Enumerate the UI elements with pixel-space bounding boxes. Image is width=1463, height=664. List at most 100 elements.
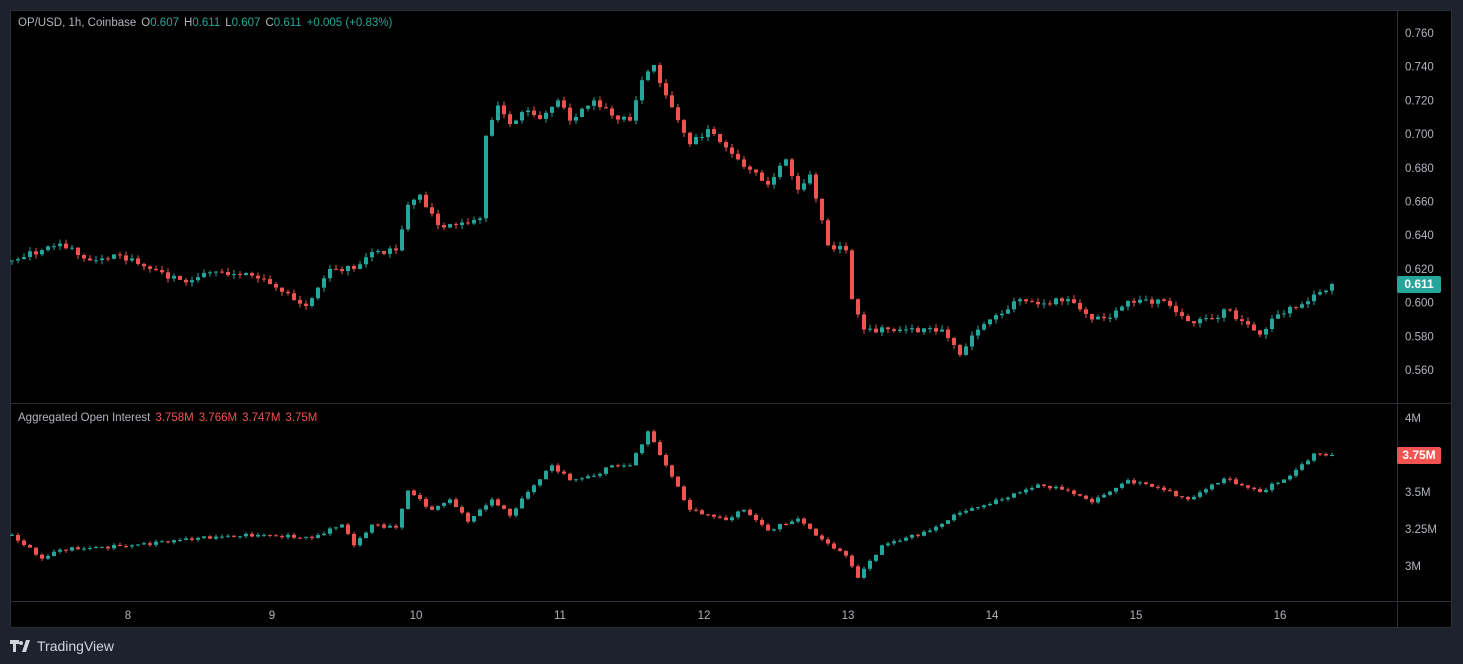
price-candle-body bbox=[514, 120, 518, 124]
price-candle-body bbox=[1138, 299, 1142, 303]
oi-title[interactable]: Aggregated Open Interest bbox=[18, 412, 151, 424]
oi-candle-body bbox=[106, 546, 110, 549]
tradingview-logo[interactable]: TradingView bbox=[10, 638, 114, 654]
oi-candle-body bbox=[886, 543, 890, 546]
price-candle-body bbox=[1096, 316, 1100, 320]
oi-candle-body bbox=[22, 540, 26, 545]
oi-candle-body bbox=[820, 535, 824, 540]
oi-candle-body bbox=[76, 547, 80, 550]
price-candle-body bbox=[1198, 319, 1202, 324]
price-candle-body bbox=[1132, 300, 1136, 303]
oi-candle-body bbox=[40, 554, 44, 559]
price-candle-body bbox=[118, 254, 122, 256]
oi-candle-body bbox=[1240, 484, 1244, 486]
price-candle-body bbox=[568, 107, 572, 121]
price-candle-body bbox=[292, 293, 296, 300]
price-candle-body bbox=[1114, 310, 1118, 318]
price-axis-tick: 0.620 bbox=[1405, 264, 1434, 276]
price-candle-body bbox=[166, 272, 170, 279]
price-candle-body bbox=[844, 245, 848, 251]
open-label: O bbox=[141, 17, 151, 29]
price-candle-body bbox=[1240, 319, 1244, 322]
price-candle-body bbox=[364, 257, 368, 265]
price-candle-body bbox=[766, 180, 770, 185]
price-candle-body bbox=[508, 114, 512, 124]
price-candle-body bbox=[1144, 299, 1148, 301]
oi-candle-body bbox=[838, 548, 842, 551]
time-axis-tick: 12 bbox=[698, 610, 711, 622]
pane-divider[interactable] bbox=[10, 403, 1452, 404]
oi-candle-body bbox=[568, 473, 572, 481]
price-candle-body bbox=[532, 110, 536, 116]
oi-candle-body bbox=[508, 508, 512, 516]
oi-open: 3.758M bbox=[155, 412, 194, 424]
oi-axis-tick: 3.25M bbox=[1405, 524, 1437, 536]
oi-candle-body bbox=[1006, 497, 1010, 500]
oi-candle-body bbox=[412, 490, 416, 496]
oi-candle-body bbox=[496, 499, 500, 506]
oi-candle-body bbox=[1246, 485, 1250, 488]
oi-candle-body bbox=[1012, 493, 1016, 498]
oi-candle-body bbox=[178, 539, 182, 541]
oi-candle-body bbox=[856, 566, 860, 578]
price-candle-body bbox=[112, 254, 116, 259]
oi-candle-body bbox=[646, 431, 650, 445]
price-candle-body bbox=[1210, 318, 1214, 320]
price-candle-body bbox=[52, 246, 56, 248]
time-axis-tick: 15 bbox=[1130, 610, 1143, 622]
oi-candle-body bbox=[880, 545, 884, 555]
price-candle-body bbox=[1156, 299, 1160, 304]
price-candle-body bbox=[1312, 294, 1316, 302]
oi-candle-body bbox=[1306, 460, 1310, 465]
change-value: +0.005 (+0.83%) bbox=[306, 17, 393, 29]
price-candle-body bbox=[274, 284, 278, 288]
price-candle-body bbox=[1318, 292, 1322, 295]
oi-candle-body bbox=[376, 524, 380, 526]
price-candle-body bbox=[280, 287, 284, 292]
price-candle-body bbox=[550, 106, 554, 113]
oi-candle-body bbox=[586, 476, 590, 479]
oi-candle-body bbox=[1330, 455, 1334, 456]
oi-candle-body bbox=[1222, 478, 1226, 483]
price-candle-body bbox=[610, 108, 614, 116]
oi-candle-body bbox=[46, 555, 50, 559]
oi-candle-body bbox=[322, 533, 326, 536]
oi-candle-body bbox=[700, 510, 704, 515]
oi-candle-body bbox=[1174, 491, 1178, 497]
price-candle-body bbox=[172, 275, 176, 279]
price-candle-body bbox=[526, 110, 530, 113]
oi-candle-body bbox=[796, 518, 800, 522]
oi-candle-body bbox=[616, 465, 620, 467]
price-candle-body bbox=[370, 252, 374, 258]
price-candle-body bbox=[430, 207, 434, 214]
price-candle-body bbox=[16, 259, 20, 261]
price-axis-tick: 0.700 bbox=[1405, 129, 1434, 141]
oi-candle-body bbox=[448, 499, 452, 504]
price-candle-body bbox=[1120, 306, 1124, 311]
oi-candle-body bbox=[436, 505, 440, 510]
price-candle-body bbox=[1192, 321, 1196, 324]
oi-candle-body bbox=[580, 478, 584, 480]
oi-candle-body bbox=[466, 512, 470, 522]
oi-candle-body bbox=[1258, 489, 1262, 492]
oi-candle-body bbox=[760, 519, 764, 525]
price-candle-body bbox=[808, 174, 812, 184]
price-candle-body bbox=[484, 135, 488, 219]
price-candle-body bbox=[88, 258, 92, 261]
oi-candle-body bbox=[1066, 489, 1070, 491]
price-candle-body bbox=[694, 137, 698, 145]
price-candle-body bbox=[1024, 299, 1028, 302]
tradingview-logo-icon bbox=[10, 640, 30, 652]
price-candle-body bbox=[358, 264, 362, 269]
oi-candle-body bbox=[1090, 498, 1094, 503]
price-candle-body bbox=[1288, 306, 1292, 314]
symbol-title[interactable]: OP/USD, 1h, Coinbase bbox=[18, 17, 137, 29]
oi-axis-tick: 4M bbox=[1405, 413, 1421, 425]
oi-candle-body bbox=[1054, 486, 1058, 489]
price-candle-body bbox=[580, 108, 584, 117]
price-candle-body bbox=[784, 159, 788, 166]
price-candle-body bbox=[1012, 301, 1016, 310]
price-axis-tick: 0.740 bbox=[1405, 62, 1434, 74]
oi-candle-body bbox=[160, 541, 164, 543]
